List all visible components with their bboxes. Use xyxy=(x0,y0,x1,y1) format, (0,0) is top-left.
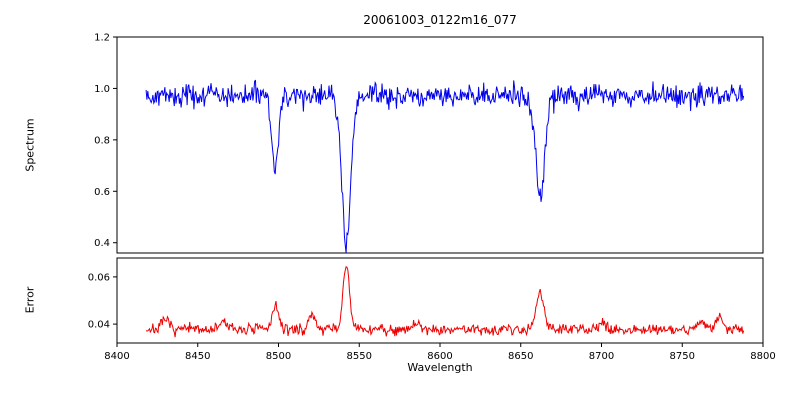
spectrum-axis-label: Spectrum xyxy=(23,118,37,172)
svg-text:1.2: 1.2 xyxy=(94,33,110,44)
svg-text:8650: 8650 xyxy=(508,351,533,362)
svg-text:8600: 8600 xyxy=(427,351,452,362)
svg-text:8750: 8750 xyxy=(670,351,695,362)
chart-title: 20061003_0122m16_077 xyxy=(363,13,517,27)
svg-text:8700: 8700 xyxy=(589,351,614,362)
svg-text:8400: 8400 xyxy=(104,351,129,362)
svg-text:0.6: 0.6 xyxy=(94,187,110,198)
x-axis-label: Wavelength xyxy=(407,361,473,374)
svg-text:0.8: 0.8 xyxy=(94,135,110,146)
error-axis-label: Error xyxy=(23,286,37,314)
svg-text:8800: 8800 xyxy=(750,351,775,362)
svg-text:8550: 8550 xyxy=(347,351,372,362)
svg-text:8450: 8450 xyxy=(185,351,210,362)
svg-text:1.0: 1.0 xyxy=(94,84,110,95)
svg-text:8500: 8500 xyxy=(266,351,291,362)
svg-text:0.04: 0.04 xyxy=(88,320,110,331)
svg-text:0.4: 0.4 xyxy=(94,238,110,249)
svg-text:0.06: 0.06 xyxy=(88,272,110,283)
